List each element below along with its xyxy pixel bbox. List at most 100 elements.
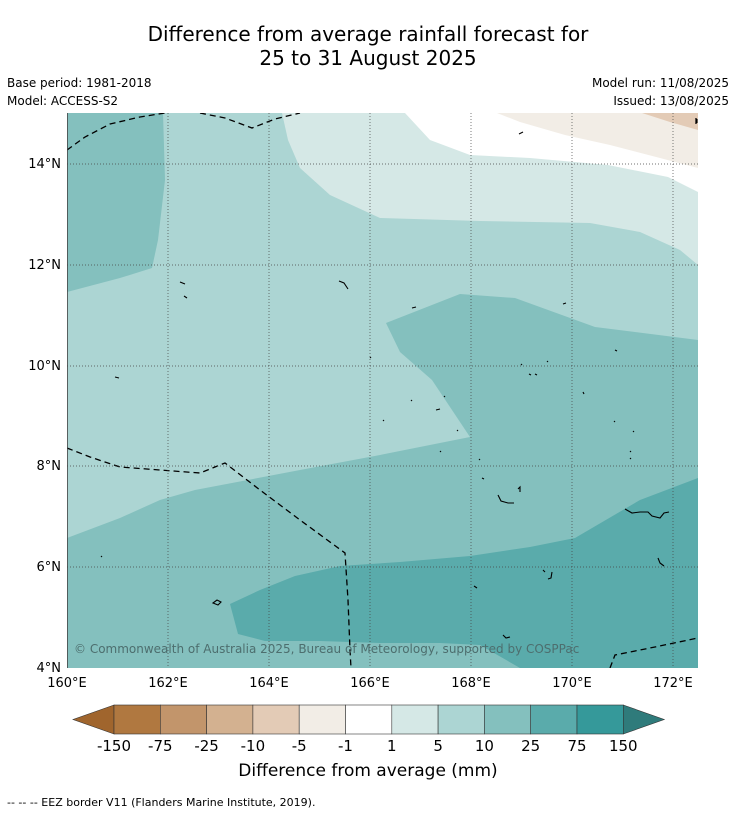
island — [502, 634, 511, 639]
title-line-2: 25 to 31 August 2025 — [259, 46, 477, 70]
issued-date: Issued: 13/08/2025 — [613, 94, 729, 108]
colorbar-labels: -150 -75 -25 -10 -5 -1 1 5 10 25 75 150 — [97, 737, 638, 755]
fill-minus10-to-minus5 — [642, 113, 698, 130]
colorbar-segment — [206, 704, 254, 735]
map-frame-left — [67, 113, 68, 668]
latitude-labels: 14°N 12°N 10°N 8°N 6°N 4°N — [28, 157, 61, 676]
island — [183, 295, 188, 299]
lat-label-6n: 6°N — [37, 560, 62, 575]
island — [613, 420, 616, 423]
island — [629, 450, 632, 460]
contour-fills — [67, 113, 698, 668]
colorbar-tick-label: -5 — [292, 737, 307, 755]
gridlines — [67, 113, 698, 668]
colorbar — [72, 704, 666, 735]
island — [369, 356, 372, 359]
island — [456, 429, 459, 432]
island — [624, 508, 670, 519]
island — [179, 281, 186, 285]
eez-border-west — [67, 447, 352, 668]
colorbar-tick-label: -150 — [97, 737, 131, 755]
island — [518, 131, 524, 135]
map-title: Difference from average rainfall forecas… — [0, 22, 736, 70]
colorbar-tick-label: 75 — [567, 737, 586, 755]
lon-label-172e: 172°E — [653, 676, 693, 691]
base-period: Base period: 1981-2018 — [7, 76, 152, 90]
colorbar-segment — [391, 704, 439, 735]
island — [614, 349, 618, 352]
colorbar-segment — [113, 704, 161, 735]
colorbar-segment — [437, 704, 485, 735]
colorbar-segment — [530, 704, 578, 735]
eez-border-north-2 — [199, 113, 301, 129]
island — [473, 585, 478, 589]
eez-borders — [67, 113, 698, 668]
island — [478, 458, 481, 461]
colorbar-tick-label: -75 — [148, 737, 173, 755]
colorbar-extend-high — [622, 704, 666, 735]
colorbar-tick-label: -25 — [194, 737, 219, 755]
eez-footnote: -- -- -- EEZ border V11 (Flanders Marine… — [7, 796, 316, 809]
lat-label-14n: 14°N — [28, 157, 61, 172]
island — [542, 569, 553, 580]
title-line-1: Difference from average rainfall forecas… — [147, 22, 589, 46]
colorbar-tick-label: 1 — [387, 737, 397, 755]
lat-label-8n: 8°N — [37, 459, 62, 474]
lon-label-170e: 170°E — [552, 676, 592, 691]
colorbar-tick-label: 5 — [433, 737, 443, 755]
island — [382, 419, 385, 422]
island — [211, 599, 222, 606]
lon-label-164e: 164°E — [249, 676, 289, 691]
island — [582, 391, 585, 395]
colorbar-segment — [345, 704, 393, 735]
island — [338, 280, 349, 290]
island — [114, 376, 120, 379]
fill-25-to-75 — [230, 478, 698, 668]
eez-border-southeast — [609, 637, 698, 668]
island — [657, 557, 665, 567]
colorbar-tick-label: -10 — [241, 737, 266, 755]
longitude-labels: 160°E 162°E 164°E 166°E 168°E 170°E 172°… — [47, 676, 693, 691]
colorbar-segment — [252, 704, 300, 735]
colorbar-segment — [484, 704, 531, 735]
island — [546, 360, 549, 363]
model-name: Model: ACCESS-S2 — [7, 94, 119, 108]
island — [410, 399, 413, 402]
colorbar-tick-label: 150 — [609, 737, 638, 755]
island — [411, 306, 417, 309]
island — [439, 450, 442, 453]
eez-border-north — [67, 113, 166, 151]
island — [562, 302, 567, 305]
lon-label-160e: 160°E — [47, 676, 87, 691]
fill-minus5-to-minus1 — [497, 113, 698, 168]
metadata-right: Model run: 11/08/2025 Issued: 13/08/2025 — [592, 74, 729, 110]
lon-label-162e: 162°E — [148, 676, 188, 691]
colorbar-segment — [298, 704, 346, 735]
copyright-notice: © Commonwealth of Australia 2025, Bureau… — [74, 642, 579, 656]
island — [520, 363, 523, 366]
island — [435, 408, 441, 411]
lat-label-4n: 4°N — [37, 661, 62, 676]
colorbar-tick-label: -1 — [338, 737, 353, 755]
colorbar-segment — [160, 704, 207, 735]
metadata-left: Base period: 1981-2018 Model: ACCESS-S2 — [7, 74, 152, 110]
colorbar-tick-label: 25 — [521, 737, 540, 755]
model-run: Model run: 11/08/2025 — [591, 76, 729, 90]
island — [100, 555, 103, 558]
island — [528, 373, 538, 376]
island — [481, 477, 485, 480]
lon-label-168e: 168°E — [451, 676, 491, 691]
island — [443, 395, 446, 398]
colorbar-title: Difference from average (mm) — [238, 761, 498, 781]
colorbar-segment — [576, 704, 624, 735]
island — [517, 485, 521, 492]
lat-label-10n: 10°N — [28, 359, 61, 374]
colorbar-extend-low — [72, 704, 115, 735]
lat-label-12n: 12°N — [28, 258, 61, 273]
island — [497, 494, 514, 504]
colorbar-tick-label: 10 — [475, 737, 494, 755]
islands — [100, 119, 698, 639]
fill-10-to-25-northwest — [67, 113, 165, 292]
island — [632, 430, 635, 433]
